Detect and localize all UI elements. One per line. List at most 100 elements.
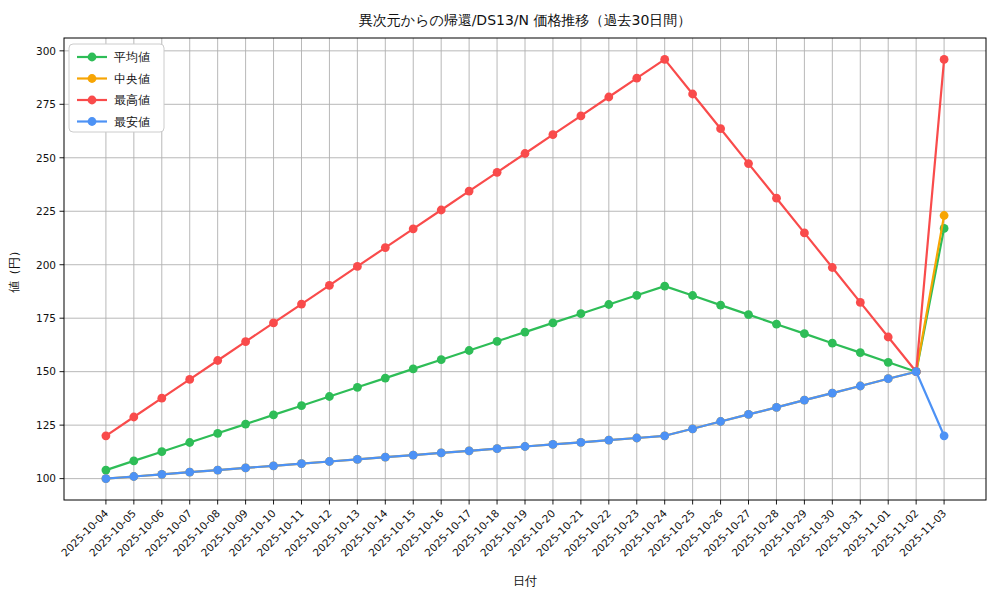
series-min-point — [521, 442, 530, 451]
x-axis-label: 日付 — [513, 574, 537, 588]
series-min-point — [828, 389, 837, 398]
series-min-point — [493, 444, 502, 453]
series-min-point — [912, 367, 921, 376]
series-min-point — [437, 449, 446, 458]
series-max-point — [549, 130, 558, 139]
series-average-point — [353, 383, 362, 392]
series-max-point — [744, 159, 753, 168]
series-max-point — [521, 149, 530, 158]
series-min-point — [325, 457, 334, 466]
series-max-point — [297, 300, 306, 309]
series-max-point — [940, 55, 949, 64]
series-min-point — [353, 455, 362, 464]
series-min-point — [772, 403, 781, 412]
series-min-point — [716, 417, 725, 426]
series-min-point — [269, 461, 278, 470]
series-min-point — [688, 424, 697, 433]
series-average-point — [521, 328, 530, 337]
legend-marker-average — [88, 53, 97, 62]
series-max-point — [716, 124, 725, 133]
series-max-point — [185, 375, 194, 384]
series-max-point — [856, 298, 865, 307]
series-max-point — [381, 243, 390, 252]
series-average-point — [716, 301, 725, 310]
legend-label-median: 中央値 — [114, 72, 150, 86]
grid — [64, 38, 986, 500]
series-min-point — [660, 431, 669, 440]
series-max-point — [493, 168, 502, 177]
series-average-point — [297, 401, 306, 410]
series-average-point — [185, 438, 194, 447]
series-min-point — [102, 474, 111, 483]
y-axis-label: 値（円） — [7, 245, 21, 293]
price-chart-figure: 異次元からの帰還/DS13/N 価格推移（過去30日間） 日付 値（円） 100… — [0, 0, 1000, 600]
series-max-point — [577, 112, 586, 121]
series-min-point — [884, 374, 893, 383]
series-average-point — [325, 392, 334, 401]
series-average-point — [884, 358, 893, 367]
y-tick-label: 175 — [36, 312, 56, 324]
series-max-point — [465, 187, 474, 196]
series-max-point — [157, 394, 166, 403]
series-min-point — [632, 434, 641, 443]
series-average-point — [157, 447, 166, 456]
series-max-point — [241, 337, 250, 346]
series-average-point — [856, 348, 865, 357]
series-min-point — [800, 396, 809, 405]
series-max-point — [353, 262, 362, 271]
y-tick-label: 300 — [36, 45, 56, 57]
series-average-point — [744, 310, 753, 319]
series-min-point — [604, 436, 613, 445]
y-tick-label: 150 — [36, 365, 56, 377]
series-min-point — [465, 446, 474, 455]
series-average-point — [688, 291, 697, 300]
legend-marker-min — [88, 117, 97, 126]
series-average-point — [493, 337, 502, 346]
series-min-point — [744, 410, 753, 419]
y-tick-label: 200 — [36, 259, 56, 271]
legend-label-max: 最高値 — [114, 93, 150, 107]
series-average-point — [828, 339, 837, 348]
series-average-point — [660, 282, 669, 291]
series-min-point — [297, 459, 306, 468]
price-chart: 異次元からの帰還/DS13/N 価格推移（過去30日間） 日付 値（円） 100… — [0, 0, 1000, 600]
axis-tick-labels: 1001251501752002252502753002025-10-04202… — [36, 45, 949, 559]
series-average-point — [772, 320, 781, 329]
series-average-point — [241, 420, 250, 429]
series-max-point — [828, 263, 837, 272]
series-min-point — [381, 453, 390, 462]
y-tick-label: 275 — [36, 98, 56, 110]
series-max-point — [688, 90, 697, 99]
series-average-point — [465, 346, 474, 355]
series-max-point — [269, 319, 278, 328]
legend-label-average: 平均値 — [114, 50, 150, 64]
series-min-point — [185, 468, 194, 477]
series-max-point — [800, 229, 809, 238]
series-median-point — [940, 211, 949, 220]
series-average-point — [409, 365, 418, 374]
series-min-point — [129, 472, 138, 481]
series-max-point — [325, 281, 334, 290]
y-tick-label: 225 — [36, 205, 56, 217]
series-average-point — [213, 429, 222, 438]
series-min-point — [157, 470, 166, 479]
legend-label-min: 最安値 — [114, 115, 150, 129]
series-max-point — [409, 224, 418, 233]
legend: 平均値中央値最高値最安値 — [69, 44, 164, 132]
axis-ticks — [60, 51, 945, 505]
series-max-point — [102, 431, 111, 440]
series-min-point — [549, 440, 558, 449]
series-average-point — [129, 457, 138, 466]
series-max-point — [772, 194, 781, 203]
chart-title: 異次元からの帰還/DS13/N 価格推移（過去30日間） — [359, 12, 692, 28]
y-tick-label: 250 — [36, 152, 56, 164]
series-average-point — [549, 319, 558, 328]
series-average-point — [437, 355, 446, 364]
series-average-point — [800, 329, 809, 338]
legend-marker-median — [88, 74, 97, 83]
series-max-point — [213, 356, 222, 365]
series-min-point — [577, 438, 586, 447]
series-min-point — [409, 451, 418, 460]
legend-marker-max — [88, 96, 97, 105]
series-average-point — [269, 411, 278, 420]
